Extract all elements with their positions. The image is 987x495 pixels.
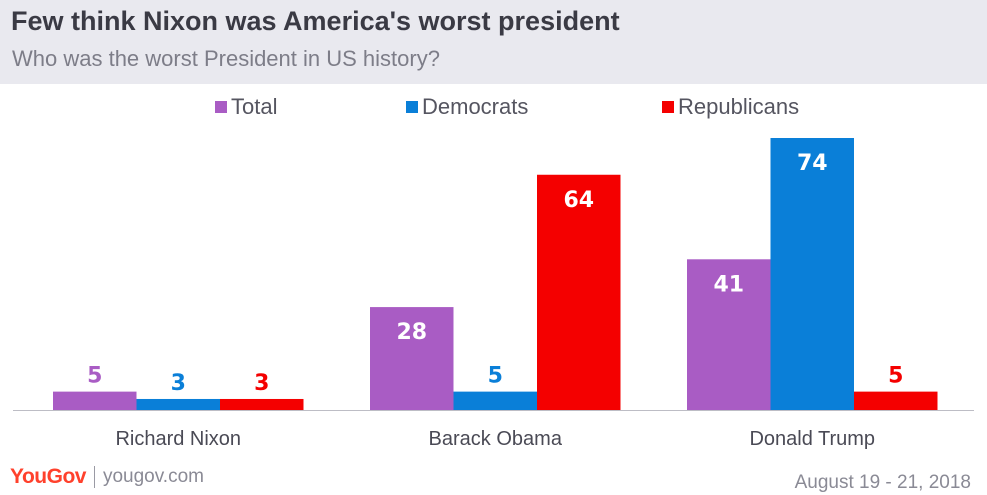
site-url: yougov.com xyxy=(102,466,204,487)
bar-total-2 xyxy=(687,259,771,410)
survey-date: August 19 - 21, 2018 xyxy=(794,472,971,493)
legend-swatch-democrats xyxy=(406,101,418,113)
bar-democrats-1 xyxy=(453,391,537,410)
data-label-democrats-2: 74 xyxy=(797,151,828,176)
x-tick-label-0: Richard Nixon xyxy=(115,428,241,450)
bar-chart: 5 3 3 Richard Nixon 28 5 64 Barack Obama 41 74 5 Do… xyxy=(13,138,974,450)
bar-total-0 xyxy=(53,391,137,410)
data-label-total-2: 41 xyxy=(713,272,744,297)
data-label-republicans-0: 3 xyxy=(254,371,269,396)
bar-democrats-0 xyxy=(136,398,220,410)
data-label-total-1: 28 xyxy=(396,320,427,345)
legend-item-total: Total xyxy=(215,92,277,122)
data-label-republicans-1: 64 xyxy=(563,188,594,213)
footer-logo: YouGov yougov.com xyxy=(10,464,204,490)
data-label-total-0: 5 xyxy=(87,364,102,389)
data-label-republicans-2: 5 xyxy=(888,364,903,389)
chart-subtitle: Who was the worst President in US histor… xyxy=(12,46,440,71)
yougov-logo: YouGov xyxy=(10,465,86,488)
legend-label-democrats: Democrats xyxy=(422,94,529,119)
bar-republicans-1 xyxy=(537,174,621,410)
legend-item-republicans: Republicans xyxy=(662,92,799,122)
data-label-democrats-0: 3 xyxy=(171,371,186,396)
bar-total-1 xyxy=(370,307,454,410)
bar-democrats-2 xyxy=(770,138,854,410)
legend-item-democrats: Democrats xyxy=(406,92,528,122)
x-tick-label-1: Barack Obama xyxy=(429,428,563,450)
chart-title: Few think Nixon was America's worst pres… xyxy=(11,6,620,36)
bar-republicans-0 xyxy=(220,398,304,410)
legend-label-republicans: Republicans xyxy=(678,94,800,119)
header-band: Few think Nixon was America's worst pres… xyxy=(0,0,987,84)
data-label-democrats-1: 5 xyxy=(488,364,503,389)
legend: Total Democrats Republicans xyxy=(0,92,987,122)
bar-republicans-2 xyxy=(854,391,938,410)
legend-swatch-total xyxy=(215,101,227,113)
legend-swatch-republicans xyxy=(662,101,674,113)
logo-divider xyxy=(93,466,95,488)
x-tick-label-2: Donald Trump xyxy=(749,428,875,450)
legend-label-total: Total xyxy=(231,94,278,119)
